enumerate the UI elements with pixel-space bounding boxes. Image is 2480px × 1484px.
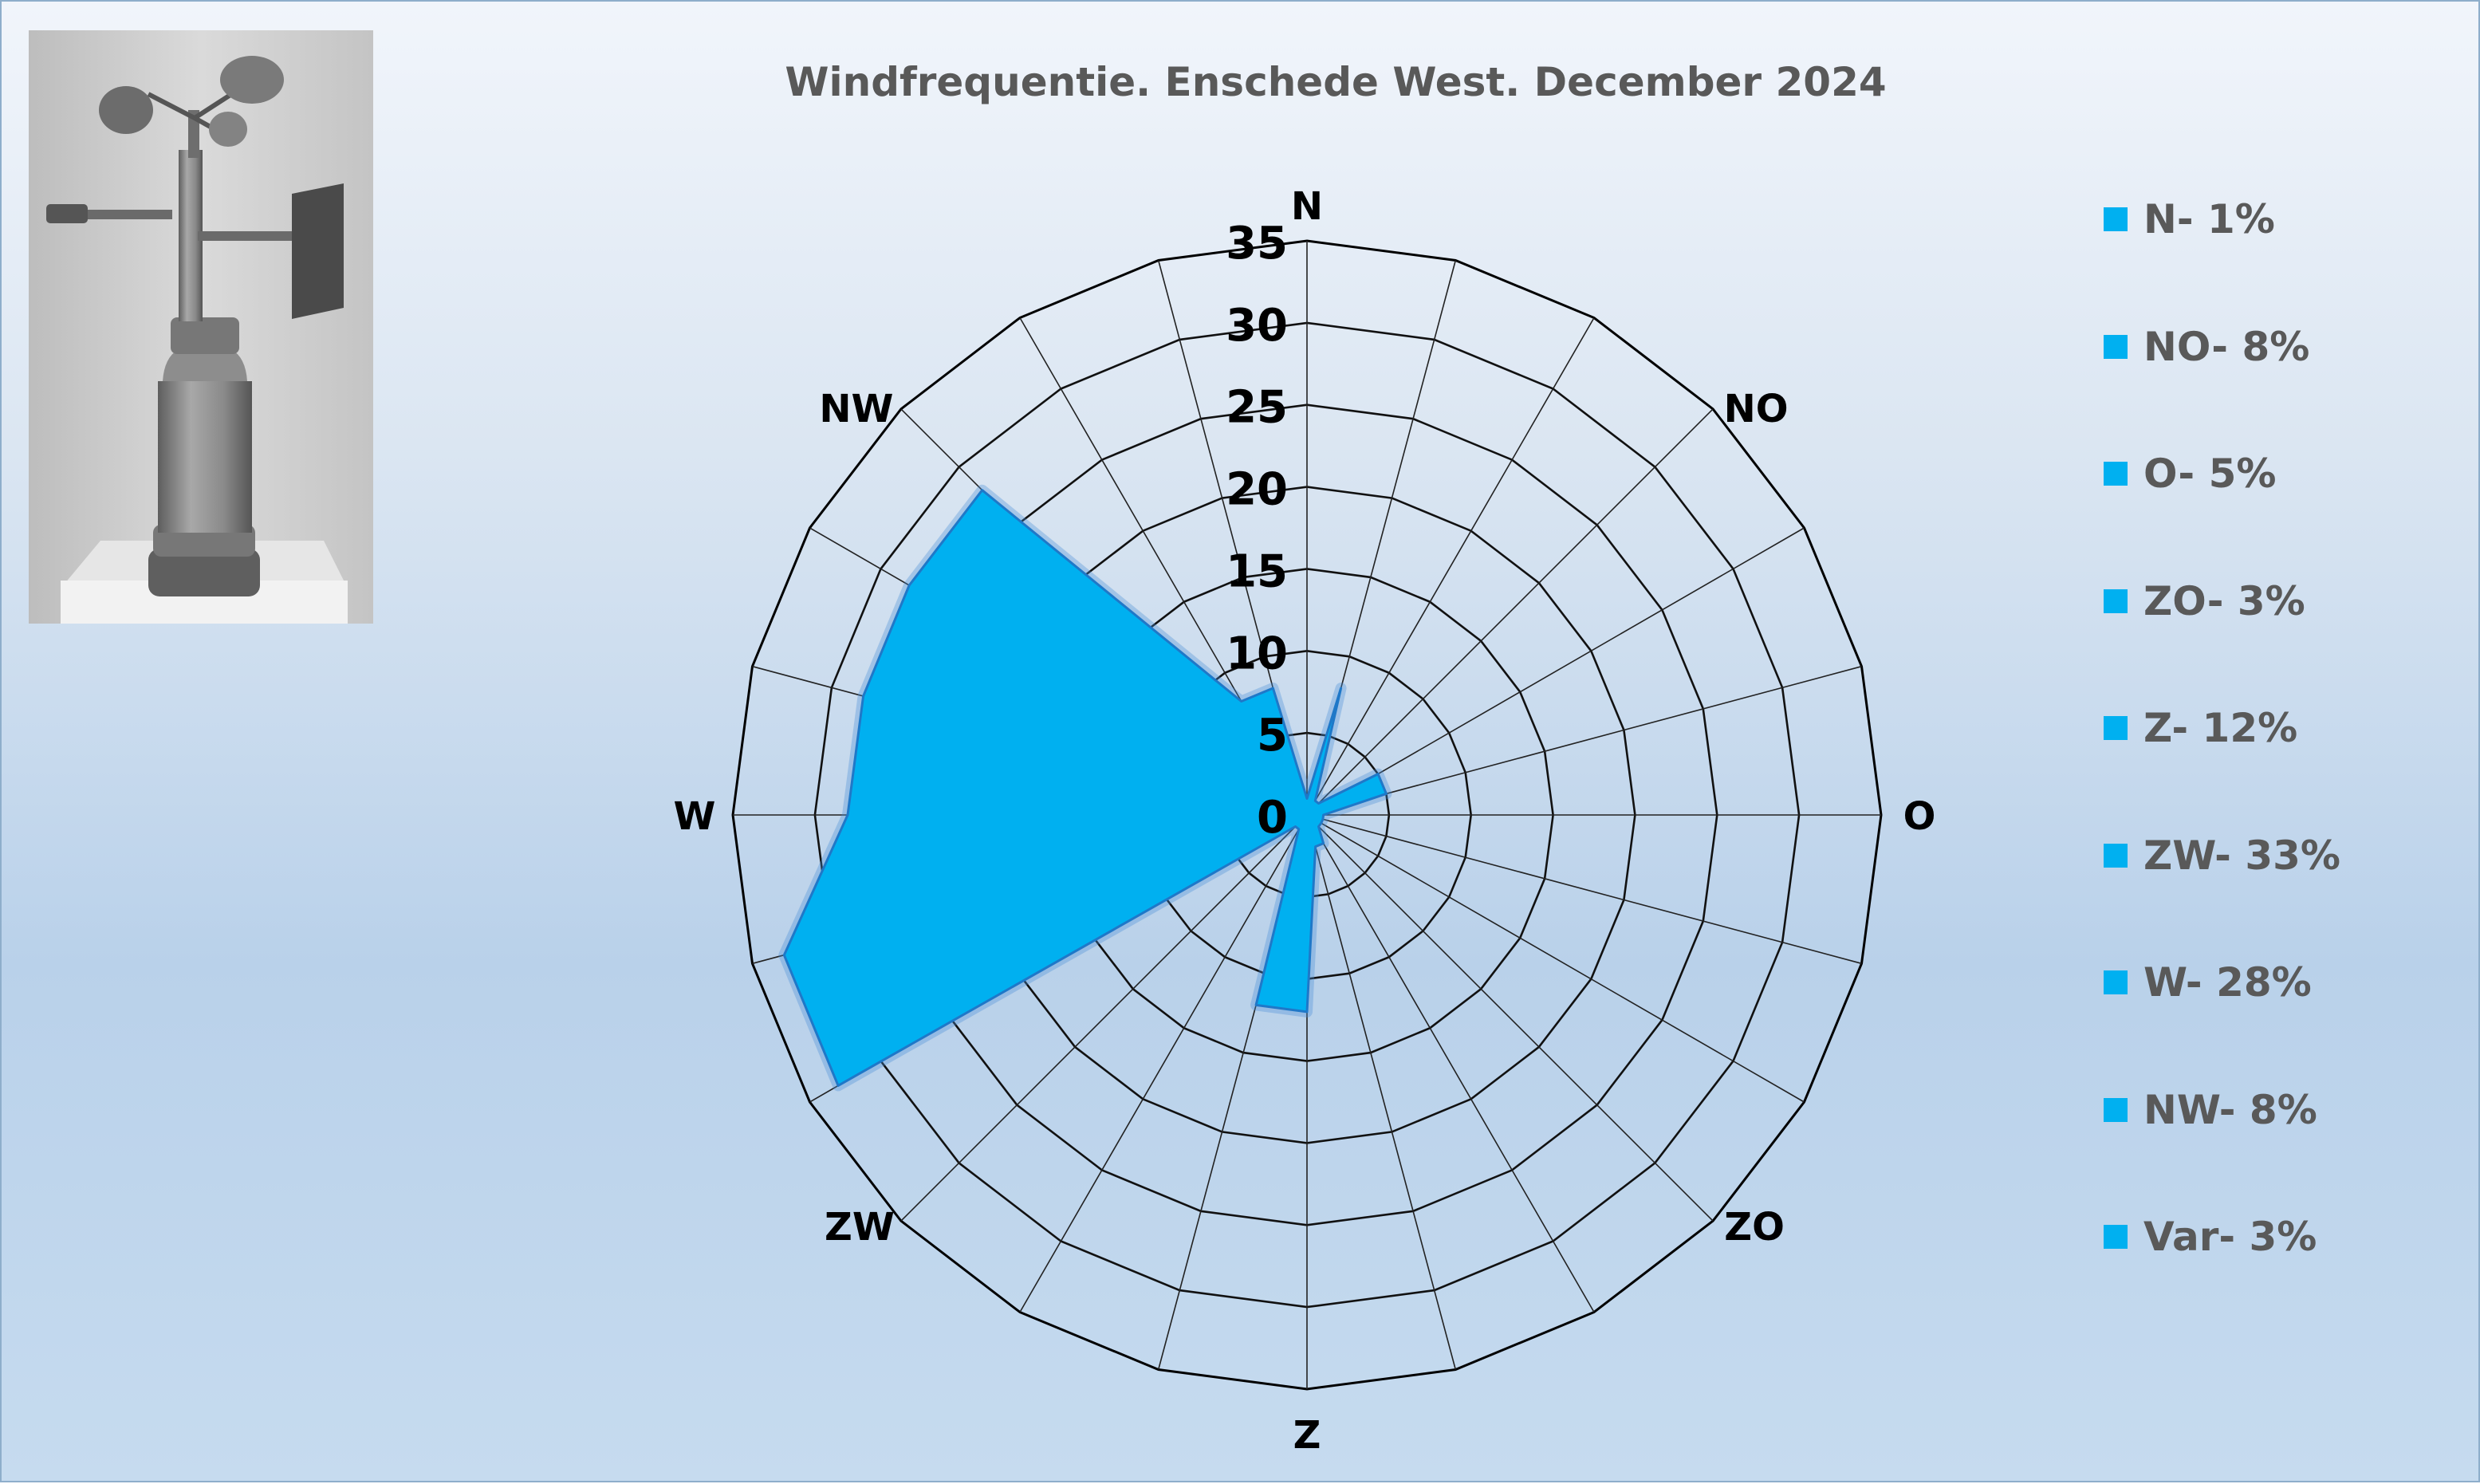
- legend-swatch: [2104, 462, 2128, 486]
- legend-label: Var- 3%: [2143, 1210, 2317, 1263]
- legend-swatch: [2104, 716, 2128, 740]
- legend-swatch: [2104, 970, 2128, 994]
- direction-label: NO: [1724, 387, 1789, 431]
- legend-swatch: [2104, 207, 2128, 231]
- legend-label: W- 28%: [2143, 956, 2312, 1009]
- grid-spoke: [1307, 815, 1594, 1313]
- legend-label: O- 5%: [2143, 447, 2276, 500]
- legend-swatch: [2104, 335, 2128, 359]
- legend-label: N- 1%: [2143, 193, 2275, 246]
- direction-label: O: [1903, 794, 1936, 839]
- radial-tick-label: 0: [1257, 792, 1288, 844]
- radial-tick-label: 20: [1226, 464, 1288, 516]
- direction-label: Z: [1293, 1413, 1321, 1458]
- radial-tick-label: 5: [1257, 710, 1288, 762]
- radial-tick-label: 25: [1226, 382, 1288, 434]
- legend-label: Z- 12%: [2143, 702, 2297, 754]
- grid-spoke: [1307, 815, 1455, 1370]
- legend-label: NW- 8%: [2143, 1084, 2317, 1136]
- radial-tick-label: 10: [1226, 628, 1288, 679]
- series-area: [784, 490, 1386, 1086]
- grid-spoke: [1307, 815, 1805, 1102]
- grid-spoke: [1307, 815, 1862, 963]
- legend-label: ZO- 3%: [2143, 575, 2305, 628]
- direction-label: ZW: [825, 1205, 895, 1250]
- legend-swatch: [2104, 1225, 2128, 1249]
- series-layer: [784, 490, 1386, 1086]
- grid-spoke: [1307, 409, 1713, 815]
- radial-tick-label: 35: [1226, 218, 1288, 270]
- radial-tick-label: 30: [1226, 300, 1288, 352]
- grid-spoke: [1307, 318, 1594, 816]
- legend-label: NO- 8%: [2143, 321, 2309, 373]
- anemometer-icon: [29, 30, 373, 624]
- direction-label: ZO: [1724, 1205, 1785, 1250]
- legend-swatch: [2104, 1098, 2128, 1122]
- direction-label: NW: [819, 387, 893, 431]
- legend-swatch: [2104, 589, 2128, 613]
- radial-tick-label: 15: [1226, 545, 1288, 597]
- direction-label: W: [674, 794, 716, 839]
- legend-swatch: [2104, 844, 2128, 868]
- grid-spoke: [1307, 815, 1713, 1221]
- legend-label: ZW- 33%: [2143, 829, 2340, 882]
- direction-label: N: [1291, 184, 1323, 229]
